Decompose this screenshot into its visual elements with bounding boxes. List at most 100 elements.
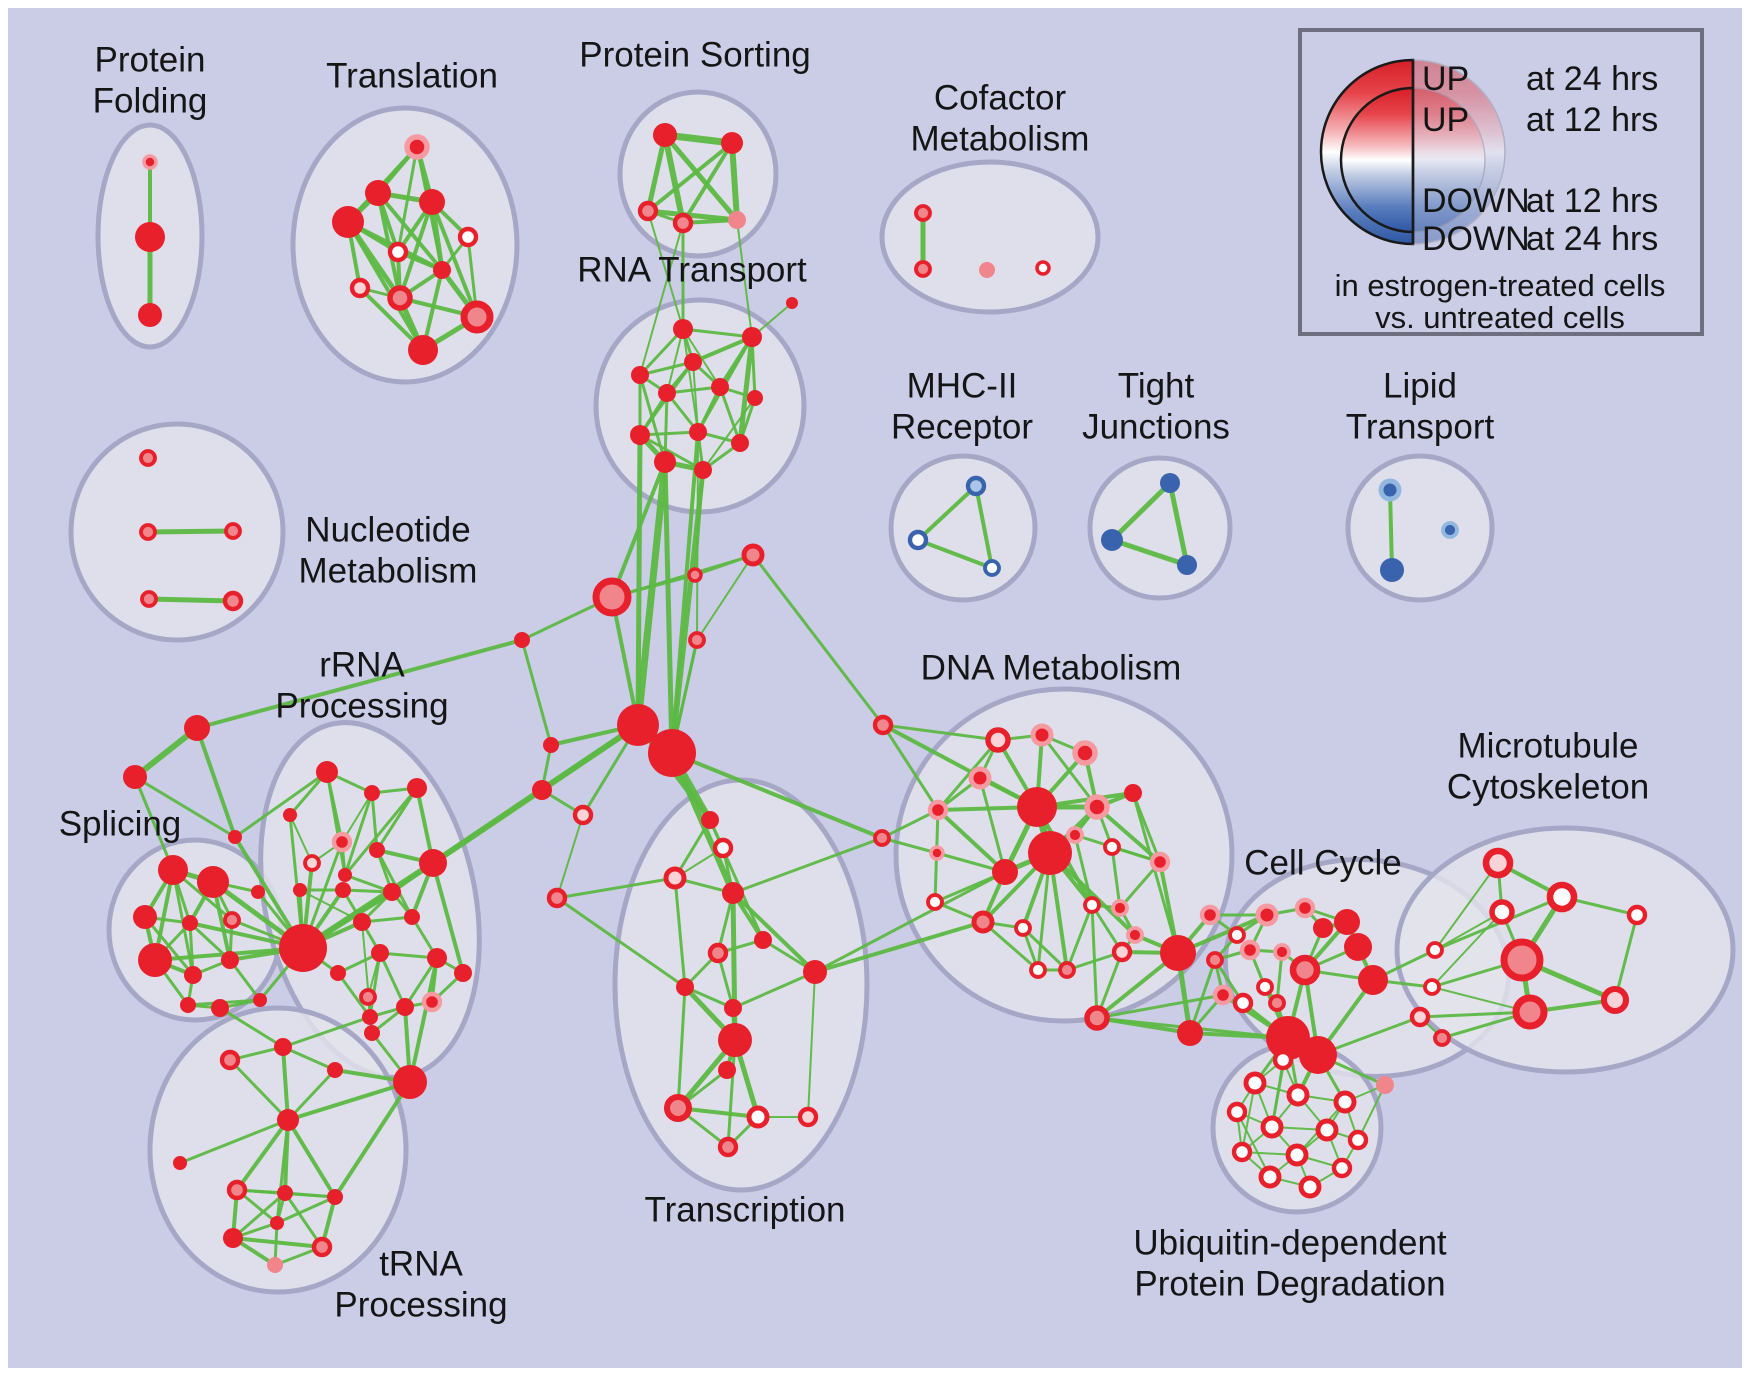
network-node (1231, 1141, 1253, 1163)
network-node (251, 885, 265, 899)
network-edge (408, 956, 439, 1084)
network-edge (231, 1191, 287, 1240)
network-node (592, 577, 632, 617)
network-node (371, 944, 389, 962)
network-node (1111, 941, 1133, 963)
network-node (965, 475, 987, 497)
network-node (742, 327, 762, 347)
network-edge (275, 1118, 290, 1225)
network-edge (881, 723, 1039, 809)
network-node (219, 1049, 241, 1071)
network-edge (1065, 903, 1094, 972)
network-edge (936, 808, 1007, 874)
network-node (663, 866, 687, 890)
cluster-label-rna-transport: RNA Transport (577, 250, 807, 289)
network-edge (283, 1191, 337, 1199)
network-node (514, 632, 530, 648)
network-edge (670, 751, 884, 840)
cluster-label-ubiquitin-dependent-protein-degradation: Ubiquitin-dependent (1133, 1223, 1447, 1262)
network-edge (1021, 926, 1069, 972)
cluster-ellipse-cofactor-metabolism (879, 159, 1101, 315)
network-node (653, 123, 677, 147)
network-edge (666, 328, 684, 394)
network-node (1313, 918, 1333, 938)
network-edge (880, 836, 939, 855)
network-edge (1109, 537, 1190, 568)
network-node (1029, 961, 1047, 979)
network-node (1482, 847, 1514, 879)
network-node (197, 866, 229, 898)
network-node (1423, 978, 1441, 996)
network-node (1177, 555, 1197, 575)
network-node (327, 1062, 343, 1078)
network-edge (639, 222, 684, 376)
network-edge (696, 554, 754, 641)
network-edge (1613, 913, 1639, 1002)
network-node (1103, 838, 1121, 856)
network-edge (520, 638, 553, 747)
network-edge (286, 1068, 337, 1122)
network-node (786, 297, 798, 309)
cluster-label-protein-folding: Protein (95, 40, 206, 79)
legend-note-line-2: vs. untreated cells (1375, 300, 1625, 335)
network-node (364, 785, 380, 801)
network-edge (132, 725, 200, 780)
network-node (724, 999, 742, 1017)
network-edge (662, 459, 675, 756)
network-node (971, 910, 995, 934)
cluster-label-ubiquitin-dependent-protein-degradation: Protein Degradation (1134, 1264, 1445, 1303)
network-node (914, 204, 932, 222)
network-node (223, 911, 241, 929)
network-edge (398, 200, 434, 300)
cluster-label-trna-processing: Processing (334, 1285, 507, 1324)
network-edge (1388, 488, 1394, 572)
network-node (1111, 899, 1129, 917)
network-edge (673, 876, 687, 989)
network-node (684, 353, 702, 371)
network-edge (370, 791, 379, 852)
network-node (718, 1061, 736, 1079)
network-node (353, 913, 371, 931)
legend-down-24-time: at 24 hrs (1526, 220, 1658, 258)
cluster-label-lipid-transport: Transport (1346, 407, 1495, 446)
legend-up-24-direction: UP (1422, 60, 1469, 98)
network-node (332, 206, 364, 238)
network-edge (133, 775, 237, 839)
network-edge (1434, 862, 1499, 951)
network-node (1409, 1006, 1431, 1028)
network-edge (645, 132, 668, 214)
network-node (142, 154, 158, 170)
network-edge (610, 460, 667, 599)
network-node (1226, 1101, 1248, 1123)
network-edge (281, 1045, 290, 1122)
network-node (404, 134, 430, 160)
network-node (728, 211, 746, 229)
network-node (803, 960, 827, 984)
network-edge (343, 786, 419, 877)
network-edge (283, 1191, 324, 1249)
network-node (1177, 1020, 1203, 1046)
network-edge (645, 208, 740, 223)
cluster-label-cofactor-metabolism: Cofactor (934, 78, 1067, 117)
network-node (926, 893, 944, 911)
network-node (139, 523, 157, 541)
network-node (1376, 1076, 1394, 1094)
network-edge (1418, 1010, 1532, 1019)
network-edge (731, 970, 817, 1010)
network-node (1331, 1157, 1353, 1179)
network-node (1084, 1005, 1110, 1031)
network-node (985, 727, 1011, 753)
network-node (1433, 1029, 1451, 1047)
network-node (228, 830, 242, 844)
network-edge (978, 776, 1007, 874)
network-node (1380, 558, 1404, 582)
cluster-label-transcription: Transcription (645, 1190, 846, 1229)
legend-circle-12h-left (1339, 86, 1415, 234)
network-node (387, 285, 413, 311)
network-node (797, 1106, 819, 1128)
network-node (572, 804, 594, 826)
network-node (277, 1109, 299, 1131)
network-node (460, 300, 494, 334)
network-node (139, 449, 157, 467)
